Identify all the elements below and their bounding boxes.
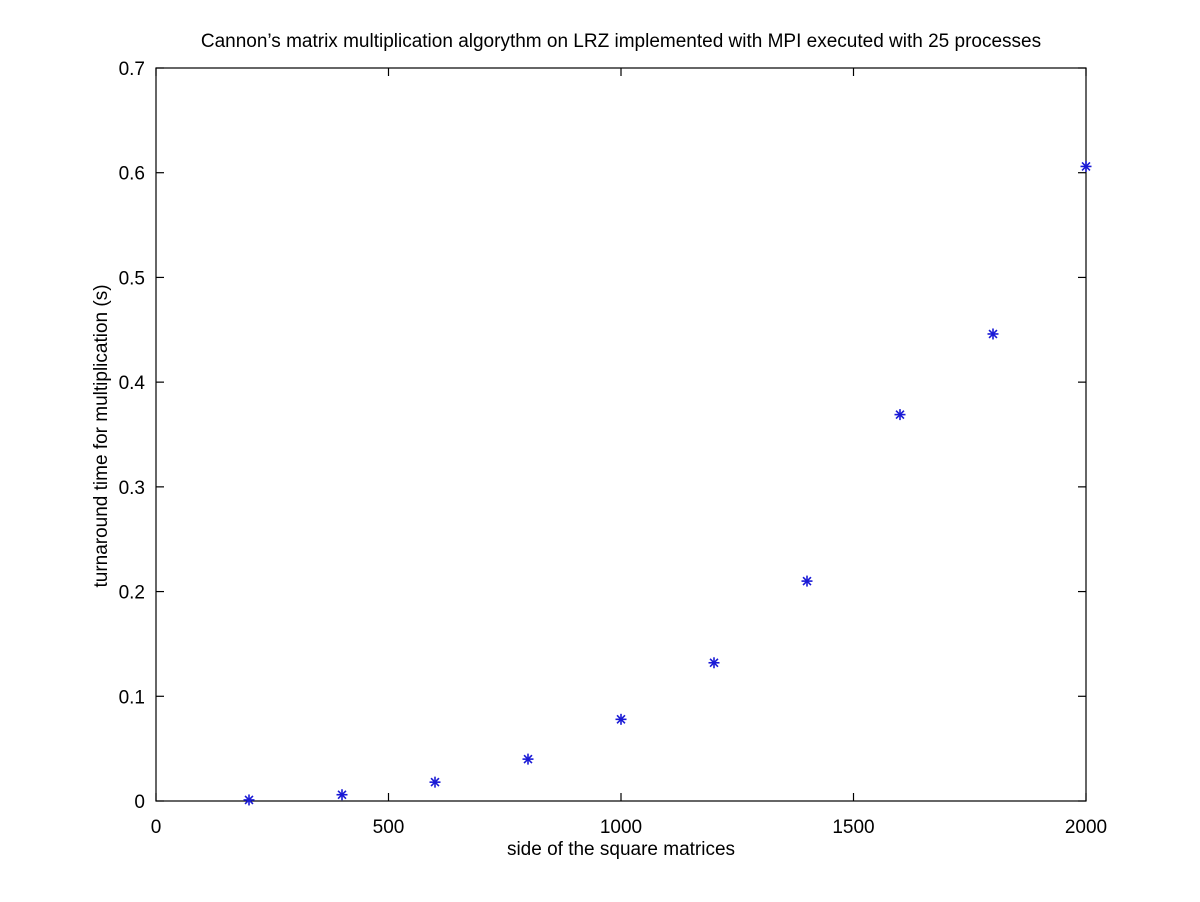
y-axis: 0 0.1 0.2 0.3 0.4 0.5 0.6 0.7 bbox=[119, 59, 1086, 813]
data-points bbox=[243, 160, 1092, 806]
y-tick-label: 0.7 bbox=[119, 59, 145, 80]
data-point bbox=[522, 753, 534, 765]
y-tick-label: 0.4 bbox=[119, 373, 146, 394]
y-tick-label: 0.2 bbox=[119, 583, 145, 604]
data-point bbox=[243, 794, 255, 806]
y-axis-label: turnaround time for multiplication (s) bbox=[91, 284, 112, 587]
x-tick-label: 1500 bbox=[832, 817, 874, 838]
plot-frame bbox=[155, 67, 1087, 802]
y-tick-label: 0.3 bbox=[119, 478, 145, 499]
data-point bbox=[801, 575, 813, 587]
x-axis-label: side of the square matrices bbox=[507, 839, 735, 860]
data-point bbox=[894, 409, 906, 421]
x-tick-label: 1000 bbox=[600, 817, 642, 838]
data-point bbox=[708, 657, 720, 669]
y-tick-label: 0 bbox=[134, 792, 145, 813]
data-point bbox=[987, 328, 999, 340]
data-point bbox=[429, 776, 441, 788]
y-tick-label: 0.6 bbox=[119, 164, 145, 185]
chart-title: Cannon’s matrix multiplication algorythm… bbox=[201, 31, 1041, 52]
data-point bbox=[615, 713, 627, 725]
data-point bbox=[1080, 160, 1092, 172]
data-point bbox=[336, 789, 348, 801]
x-axis: 0 500 1000 1500 2000 bbox=[151, 68, 1107, 838]
y-tick-label: 0.5 bbox=[119, 268, 145, 289]
y-tick-label: 0.1 bbox=[119, 687, 145, 708]
x-tick-label: 0 bbox=[151, 817, 162, 838]
x-tick-label: 500 bbox=[373, 817, 405, 838]
axes-frame bbox=[155, 67, 1087, 802]
x-tick-label: 2000 bbox=[1065, 817, 1107, 838]
